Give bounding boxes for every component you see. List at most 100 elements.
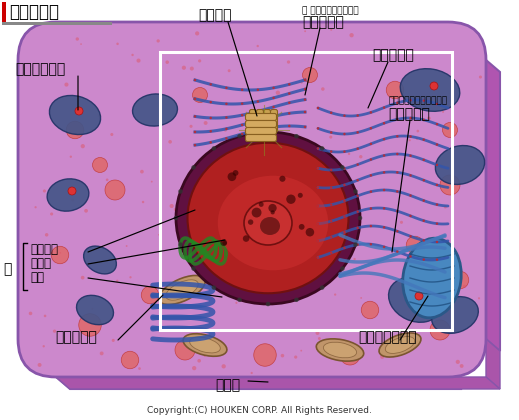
Ellipse shape [460,364,463,368]
Ellipse shape [400,69,460,111]
Ellipse shape [76,295,114,325]
Ellipse shape [47,179,89,211]
Ellipse shape [396,135,399,138]
Ellipse shape [225,87,228,89]
Ellipse shape [37,363,42,367]
Ellipse shape [59,252,61,254]
Ellipse shape [435,146,485,184]
Ellipse shape [383,207,385,210]
Ellipse shape [272,87,275,89]
Ellipse shape [409,194,412,197]
Ellipse shape [237,134,242,139]
FancyBboxPatch shape [270,110,278,132]
Ellipse shape [298,193,303,198]
Ellipse shape [370,190,372,193]
Ellipse shape [417,273,420,276]
Ellipse shape [357,114,359,117]
Ellipse shape [415,292,423,300]
Ellipse shape [343,215,346,218]
Ellipse shape [401,328,403,330]
Ellipse shape [317,280,321,284]
Ellipse shape [223,241,227,245]
Ellipse shape [268,204,277,212]
Ellipse shape [358,216,362,220]
Ellipse shape [353,189,358,194]
Ellipse shape [259,202,264,207]
Ellipse shape [330,252,333,254]
Ellipse shape [304,111,306,113]
Ellipse shape [436,258,438,261]
Ellipse shape [261,173,263,175]
Ellipse shape [396,340,398,343]
Ellipse shape [396,250,399,253]
Ellipse shape [225,102,228,105]
Ellipse shape [370,143,372,145]
Ellipse shape [49,95,101,134]
FancyBboxPatch shape [250,110,256,132]
Ellipse shape [304,126,306,128]
Ellipse shape [198,246,201,249]
Ellipse shape [436,241,438,243]
Ellipse shape [131,54,134,56]
Ellipse shape [396,102,399,104]
Ellipse shape [66,121,84,139]
Ellipse shape [316,339,364,361]
Ellipse shape [112,339,115,342]
Ellipse shape [34,206,37,208]
Ellipse shape [304,79,306,81]
Ellipse shape [228,69,230,72]
Ellipse shape [312,143,314,145]
Ellipse shape [370,174,372,177]
Ellipse shape [182,66,186,70]
Ellipse shape [317,107,319,109]
Ellipse shape [90,129,93,131]
Ellipse shape [288,102,291,104]
Ellipse shape [210,130,212,133]
Ellipse shape [343,150,346,153]
Ellipse shape [396,153,399,155]
Ellipse shape [262,234,264,236]
Ellipse shape [252,207,262,218]
Ellipse shape [233,170,238,176]
Ellipse shape [29,312,32,315]
Ellipse shape [418,257,420,260]
Ellipse shape [383,122,385,124]
Ellipse shape [136,58,141,63]
Ellipse shape [361,301,379,319]
Ellipse shape [279,176,285,182]
Text: 中心小体: 中心小体 [198,8,231,22]
Ellipse shape [241,114,243,116]
Ellipse shape [75,107,83,115]
Ellipse shape [71,199,74,202]
Text: 核: 核 [3,262,11,276]
Ellipse shape [190,66,194,71]
Ellipse shape [422,139,425,141]
Ellipse shape [430,320,450,340]
Ellipse shape [187,143,348,293]
Ellipse shape [301,350,302,352]
Ellipse shape [116,42,119,45]
Ellipse shape [444,205,447,208]
Ellipse shape [256,129,259,131]
Ellipse shape [330,29,332,31]
Ellipse shape [225,128,228,130]
Ellipse shape [456,360,460,364]
Ellipse shape [77,106,80,109]
FancyBboxPatch shape [264,110,270,132]
Text: 核小体: 核小体 [30,257,51,270]
Ellipse shape [190,292,192,294]
Ellipse shape [306,228,314,236]
Ellipse shape [210,117,212,119]
Ellipse shape [256,119,259,122]
Ellipse shape [141,286,159,304]
Ellipse shape [194,115,196,118]
Ellipse shape [45,233,48,236]
Ellipse shape [330,220,333,223]
Ellipse shape [334,294,336,296]
Ellipse shape [329,136,332,139]
Ellipse shape [436,222,438,225]
Ellipse shape [463,285,466,288]
Ellipse shape [436,102,438,105]
Ellipse shape [383,226,385,228]
Ellipse shape [479,76,482,79]
